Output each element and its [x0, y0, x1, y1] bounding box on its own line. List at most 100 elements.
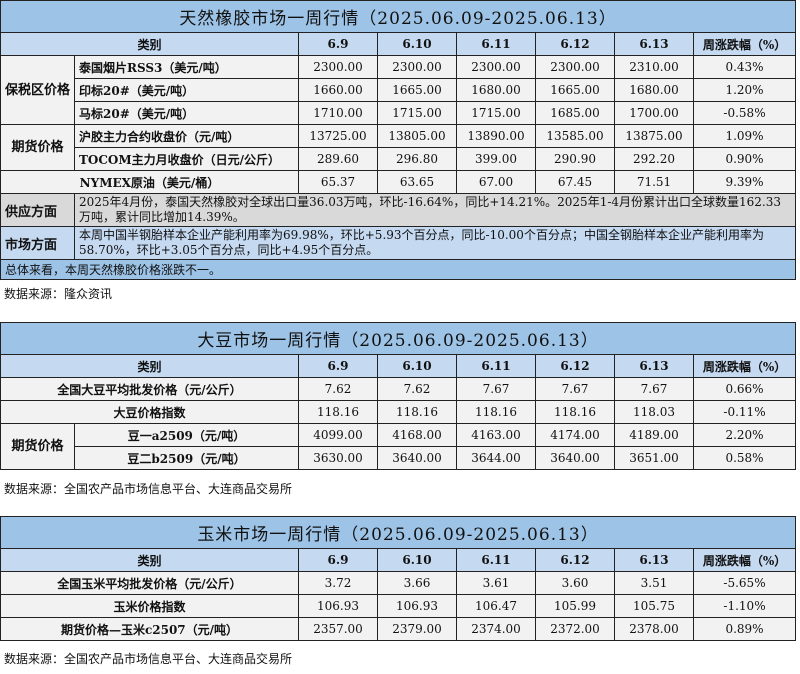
- table-row: 大豆价格指数 118.16 118.16 118.16 118.16 118.0…: [0, 400, 797, 424]
- cell: 13805.00: [377, 124, 457, 148]
- cell: 2379.00: [377, 617, 457, 641]
- cell: 3.60: [535, 571, 615, 595]
- cell: 1665.00: [535, 78, 615, 102]
- header-date: 6.12: [535, 354, 615, 378]
- cell: 67.45: [535, 170, 615, 194]
- soy-table: 大豆市场一周行情（2025.06.09-2025.06.13） 类别 6.9 6…: [0, 322, 797, 470]
- group-label: 保税区价格: [0, 55, 75, 125]
- corn-title: 玉米市场一周行情（2025.06.09-2025.06.13）: [0, 516, 797, 549]
- cell: 2300.00: [456, 55, 536, 79]
- cell: 106.47: [456, 594, 536, 618]
- row-label: 豆二b2509（元/吨）: [74, 446, 299, 470]
- cell: 1665.00: [377, 78, 457, 102]
- cell: 2300.00: [298, 55, 378, 79]
- cell: 105.99: [535, 594, 615, 618]
- soy-title: 大豆市场一周行情（2025.06.09-2025.06.13）: [0, 322, 797, 355]
- change-cell: 0.66%: [692, 377, 797, 401]
- row-label: NYMEX原油（美元/桶）: [0, 170, 299, 194]
- rubber-table: 天然橡胶市场一周行情（2025.06.09-2025.06.13） 类别 6.9…: [0, 0, 797, 280]
- cell: 7.62: [298, 377, 378, 401]
- row-label: 全国大豆平均批发价格（元/公斤）: [0, 377, 299, 401]
- group-label: 期货价格: [0, 124, 75, 171]
- change-cell: -0.11%: [692, 400, 797, 424]
- table-row: 豆二b2509（元/吨） 3630.00 3640.00 3644.00 364…: [1, 446, 797, 470]
- supply-text: 2025年4月份，泰国天然橡胶对全球出口量36.03万吨，环比-16.64%，同…: [73, 193, 797, 227]
- table-row: 期货价格—玉米c2507（元/吨） 2357.00 2379.00 2374.0…: [0, 617, 797, 641]
- market-label: 市场方面: [0, 226, 75, 260]
- table-row: 全国大豆平均批发价格（元/公斤） 7.62 7.62 7.67 7.67 7.6…: [0, 377, 797, 401]
- cell: 7.62: [377, 377, 457, 401]
- change-cell: -1.10%: [692, 594, 797, 618]
- header-category: 类别: [0, 32, 299, 56]
- cell: 13875.00: [614, 124, 694, 148]
- row-label: 印标20#（美元/吨）: [74, 78, 299, 102]
- supply-row: 供应方面 2025年4月份，泰国天然橡胶对全球出口量36.03万吨，环比-16.…: [0, 193, 797, 227]
- cell: 13585.00: [535, 124, 615, 148]
- header-date: 6.13: [614, 548, 694, 572]
- cell: 2300.00: [535, 55, 615, 79]
- table-row: 印标20#（美元/吨） 1660.00 1665.00 1680.00 1665…: [1, 78, 797, 102]
- cell: 1680.00: [456, 78, 536, 102]
- row-label: 玉米价格指数: [0, 594, 299, 618]
- cell: 1680.00: [614, 78, 694, 102]
- row-label: 大豆价格指数: [0, 400, 299, 424]
- cell: 2357.00: [298, 617, 378, 641]
- group-label: 期货价格: [0, 423, 75, 470]
- cell: 118.16: [535, 400, 615, 424]
- corn-table: 玉米市场一周行情（2025.06.09-2025.06.13） 类别 6.9 6…: [0, 516, 797, 641]
- header-change: 周涨跌幅（%）: [692, 354, 797, 378]
- cell: 2310.00: [614, 55, 694, 79]
- cell: 4189.00: [614, 423, 694, 447]
- rubber-header-row: 类别 6.9 6.10 6.11 6.12 6.13 周涨跌幅（%）: [0, 32, 797, 56]
- header-date: 6.10: [377, 548, 457, 572]
- header-date: 6.9: [298, 32, 378, 56]
- corn-header-row: 类别 6.9 6.10 6.11 6.12 6.13 周涨跌幅（%）: [0, 548, 797, 572]
- change-cell: 2.20%: [692, 423, 797, 447]
- row-label: 马标20#（美元/吨）: [74, 101, 299, 125]
- header-date: 6.11: [456, 548, 536, 572]
- cell: 1715.00: [456, 101, 536, 125]
- change-cell: -0.58%: [692, 101, 797, 125]
- cell: 3644.00: [456, 446, 536, 470]
- header-date: 6.12: [535, 548, 615, 572]
- cell: 2372.00: [535, 617, 615, 641]
- row-label: 期货价格—玉米c2507（元/吨）: [0, 617, 299, 641]
- change-cell: 1.09%: [692, 124, 797, 148]
- change-cell: -5.65%: [692, 571, 797, 595]
- table-row: 玉米价格指数 106.93 106.93 106.47 105.99 105.7…: [0, 594, 797, 618]
- cell: 105.75: [614, 594, 694, 618]
- cell: 13725.00: [298, 124, 378, 148]
- cell: 63.65: [377, 170, 457, 194]
- cell: 289.60: [298, 147, 378, 171]
- change-cell: 0.58%: [692, 446, 797, 470]
- cell: 2374.00: [456, 617, 536, 641]
- row-label: 沪胶主力合约收盘价（元/吨）: [74, 124, 299, 148]
- table-row: 全国玉米平均批发价格（元/公斤） 3.72 3.66 3.61 3.60 3.5…: [0, 571, 797, 595]
- header-date: 6.11: [456, 32, 536, 56]
- cell: 13890.00: [456, 124, 536, 148]
- cell: 1715.00: [377, 101, 457, 125]
- cell: 3640.00: [535, 446, 615, 470]
- table-row: 期货价格 豆一a2509（元/吨） 4099.00 4168.00 4163.0…: [0, 423, 797, 470]
- market-text: 本周中国半钢胎样本企业产能利用率为69.98%，环比+5.93个百分点，同比-1…: [73, 226, 797, 260]
- change-cell: 0.90%: [692, 147, 797, 171]
- cell: 118.03: [614, 400, 694, 424]
- row-label: 豆一a2509（元/吨）: [74, 423, 299, 447]
- cell: 3.51: [614, 571, 694, 595]
- header-change: 周涨跌幅（%）: [692, 32, 797, 56]
- cell: 65.37: [298, 170, 378, 194]
- header-date: 6.11: [456, 354, 536, 378]
- market-row: 市场方面 本周中国半钢胎样本企业产能利用率为69.98%，环比+5.93个百分点…: [0, 226, 797, 260]
- change-cell: 0.89%: [692, 617, 797, 641]
- header-date: 6.13: [614, 354, 694, 378]
- header-date: 6.10: [377, 32, 457, 56]
- cell: 1700.00: [614, 101, 694, 125]
- change-cell: 1.20%: [692, 78, 797, 102]
- cell: 106.93: [377, 594, 457, 618]
- cell: 292.20: [614, 147, 694, 171]
- cell: 2300.00: [377, 55, 457, 79]
- header-date: 6.12: [535, 32, 615, 56]
- rubber-source: 数据来源：隆众资讯: [4, 287, 113, 301]
- cell: 118.16: [377, 400, 457, 424]
- header-date: 6.9: [298, 548, 378, 572]
